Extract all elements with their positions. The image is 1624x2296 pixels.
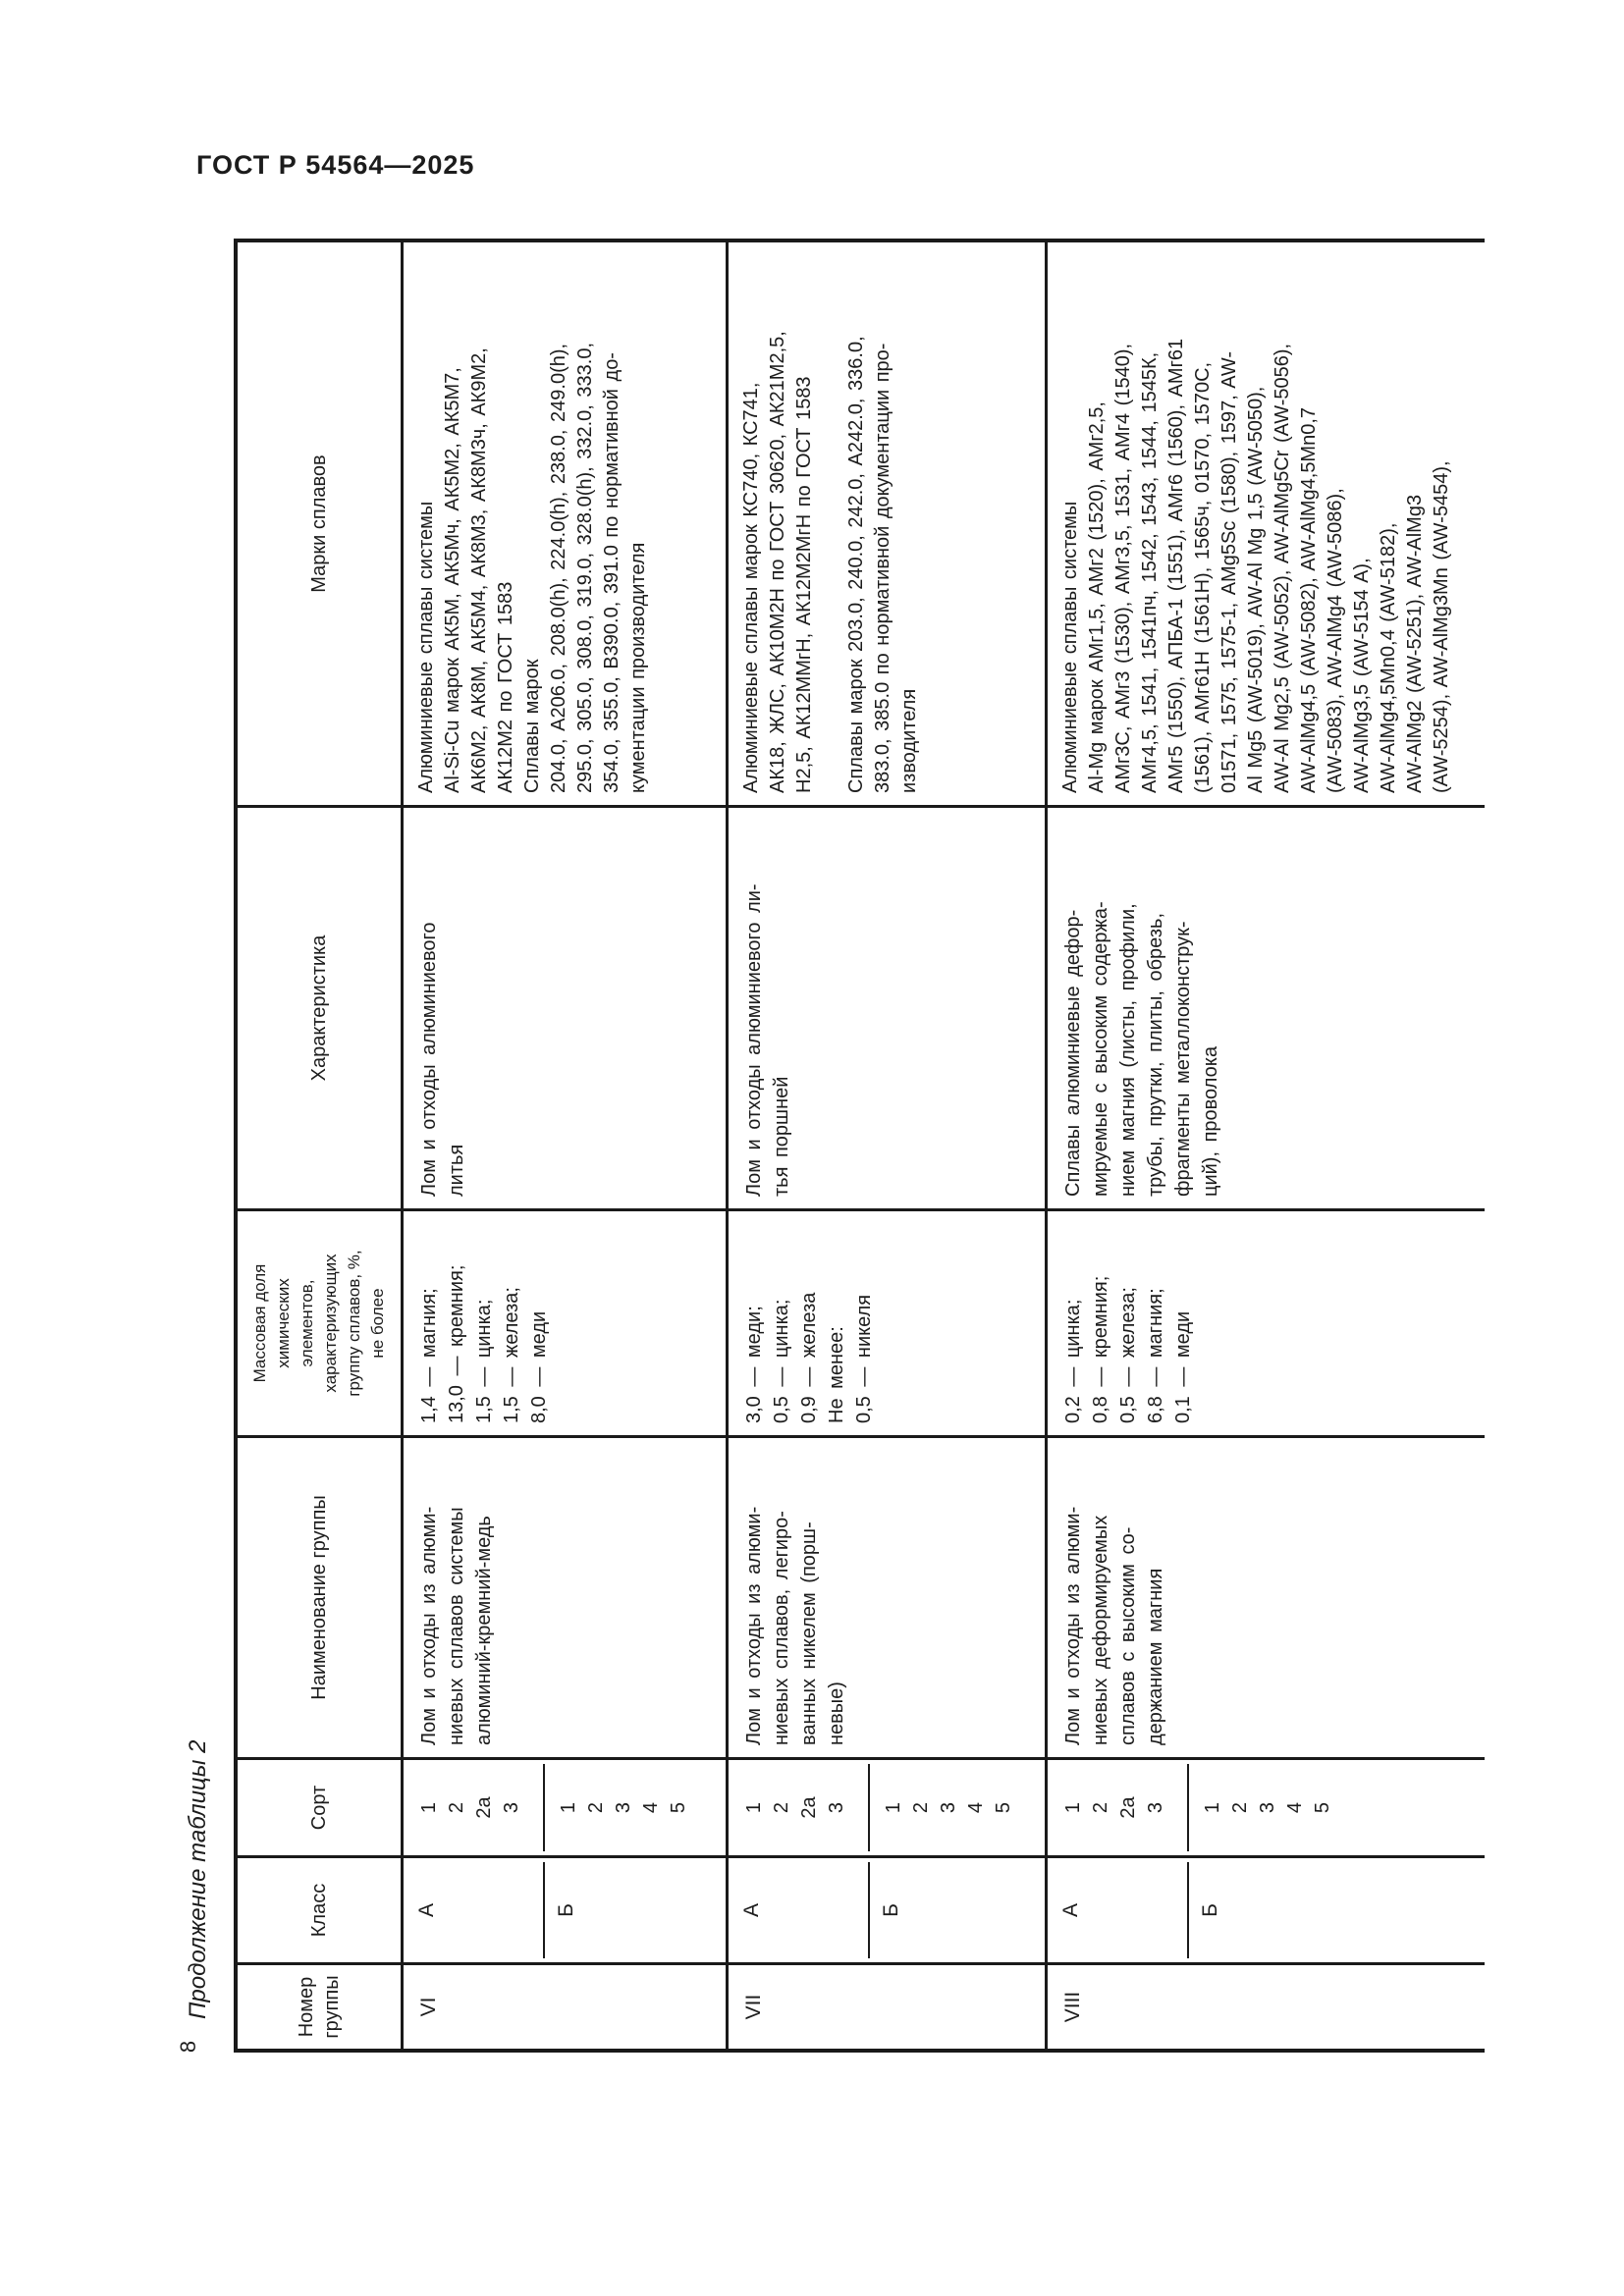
mass-fraction-cell: 3,0 — меди; 0,5 — цинка; 0,9 — железа Не… (729, 1208, 1045, 1435)
sort-line: 2 (1090, 1801, 1111, 1814)
sort-line: 4 (640, 1801, 662, 1814)
class-a-sorts: 1 2 2а 3 (404, 1760, 543, 1855)
sort-cell: 1 2 2а 3 1 2 3 4 5 (1048, 1757, 1485, 1855)
grades-paragraph: Сплавы марок 203.0, 240.0, 242.0, А242.0… (845, 336, 920, 793)
group-number-cell: VIII (1048, 1962, 1485, 2049)
class-cell: А Б (404, 1855, 726, 1962)
table-caption: Продолжение таблицы 2 (185, 1739, 211, 2019)
group-number-cell: VII (729, 1962, 1045, 2049)
characteristic-cell: Лом и отходы алюминиевого литья (404, 805, 726, 1208)
sort-line: 2 (910, 1801, 932, 1814)
sort-line: 2 (446, 1801, 467, 1814)
col-header-characteristic: Характеристика (238, 805, 401, 1208)
class-cell: А Б (1048, 1855, 1485, 1962)
col-header-group-name: Наименование группы (238, 1435, 401, 1757)
sort-line: 3 (826, 1801, 847, 1814)
grades-paragraph: Алюминиевые сплавы марок КС740, КС741, А… (740, 331, 815, 793)
class-b-sorts: 1 2 3 4 5 (543, 1764, 726, 1851)
sort-line: 3 (1257, 1801, 1278, 1814)
group-number-label: VIII (1061, 1991, 1084, 2023)
landscape-layout: Продолжение таблицы 2 Номер группы Класс… (185, 239, 1485, 2053)
group-number-label: VI (417, 1997, 440, 2017)
sort-line: 3 (501, 1801, 522, 1814)
class-a-sorts: 1 2 2а 3 (1048, 1760, 1187, 1855)
characteristic-cell: Сплавы алюминиевые дефор- мируемые с выс… (1048, 805, 1485, 1208)
table-row-group-vii: VII А Б 1 2 2а 3 1 (729, 242, 1048, 2049)
class-b-sorts: 1 2 3 4 5 (1187, 1764, 1485, 1851)
col-header-group-number: Номер группы (238, 1962, 401, 2049)
class-b-label: Б (880, 1903, 902, 1917)
group-name-cell: Лом и отходы из алюми- ниевых сплавов, л… (729, 1435, 1045, 1757)
sort-line: 1 (883, 1801, 904, 1814)
sort-cell: 1 2 2а 3 1 2 3 4 5 (404, 1757, 726, 1855)
class-a-sorts: 1 2 2а 3 (729, 1760, 868, 1855)
sort-line: 2 (1229, 1801, 1251, 1814)
class-b-label: Б (555, 1903, 577, 1917)
col-header-sort: Сорт (238, 1757, 401, 1855)
sort-line: 2а (1117, 1796, 1139, 1819)
page-number-label: 8 (176, 2040, 201, 2054)
sort-line: 1 (418, 1801, 440, 1814)
sort-line: 4 (1284, 1801, 1306, 1814)
sort-line: 3 (938, 1801, 959, 1814)
group-name-cell: Лом и отходы из алюми- ниевых сплавов си… (404, 1435, 726, 1757)
grades-paragraph: Алюминиевые сплавы системы Al-Si-Cu маро… (415, 342, 649, 793)
page-number: 8 (176, 2034, 212, 2063)
sort-line: 5 (668, 1801, 689, 1814)
sort-line: 5 (1312, 1801, 1333, 1814)
sort-line: 1 (558, 1801, 579, 1814)
sort-line: 2а (798, 1796, 820, 1819)
alloy-grades-cell: Алюминиевые сплавы марок КС740, КС741, А… (729, 242, 1045, 805)
col-header-mass-fraction: Массовая доля химических элементов, хара… (238, 1208, 401, 1435)
sort-line: 1 (1202, 1801, 1223, 1814)
class-cell: А Б (729, 1855, 1045, 1962)
mass-fraction-cell: 0,2 — цинка; 0,8 — кремния; 0,5 — железа… (1048, 1208, 1485, 1435)
grades-paragraph: Алюминиевые сплавы системы Al-Mg марок А… (1059, 338, 1452, 793)
sort-line: 1 (1062, 1801, 1084, 1814)
class-a-label: А (415, 1903, 438, 1918)
col-header-class: Класс (238, 1855, 401, 1962)
class-a-label: А (1059, 1903, 1082, 1918)
sort-line: 1 (743, 1801, 765, 1814)
sort-line: 3 (1145, 1801, 1166, 1814)
sort-line: 4 (965, 1801, 987, 1814)
table-row-group-vi: VI А Б 1 2 2а 3 1 (404, 242, 729, 2049)
alloy-grades-cell: Алюминиевые сплавы системы Al-Si-Cu маро… (404, 242, 726, 805)
group-number-cell: VI (404, 1962, 726, 2049)
table-header-row: Номер группы Класс Сорт Наименование гру… (238, 242, 404, 2049)
mass-fraction-cell: 1,4 — магния; 13,0 — кремния; 1,5 — цинк… (404, 1208, 726, 1435)
sort-line: 5 (993, 1801, 1014, 1814)
col-header-alloy-grades: Марки сплавов (308, 454, 330, 593)
sort-cell: 1 2 2а 3 1 2 3 4 5 (729, 1757, 1045, 1855)
characteristic-cell: Лом и отходы алюминиевого ли- тья поршне… (729, 805, 1045, 1208)
group-number-label: VII (742, 1994, 765, 2020)
sort-line: 2 (771, 1801, 792, 1814)
alloy-groups-table: Номер группы Класс Сорт Наименование гру… (234, 239, 1485, 2053)
table-row-group-viii: VIII А Б 1 2 2а 3 1 (1048, 242, 1485, 2049)
sort-line: 2 (585, 1801, 607, 1814)
sort-line: 3 (613, 1801, 634, 1814)
class-b-sorts: 1 2 3 4 5 (868, 1764, 1045, 1851)
class-a-label: А (740, 1903, 763, 1918)
alloy-grades-cell: Алюминиевые сплавы системы Al-Mg марок А… (1048, 242, 1485, 805)
standard-number-header: ГОСТ Р 54564—2025 (196, 150, 475, 180)
sort-line: 2а (473, 1796, 495, 1819)
group-name-cell: Лом и отходы из алюми- ниевых деформируе… (1048, 1435, 1485, 1757)
class-b-label: Б (1199, 1903, 1221, 1917)
